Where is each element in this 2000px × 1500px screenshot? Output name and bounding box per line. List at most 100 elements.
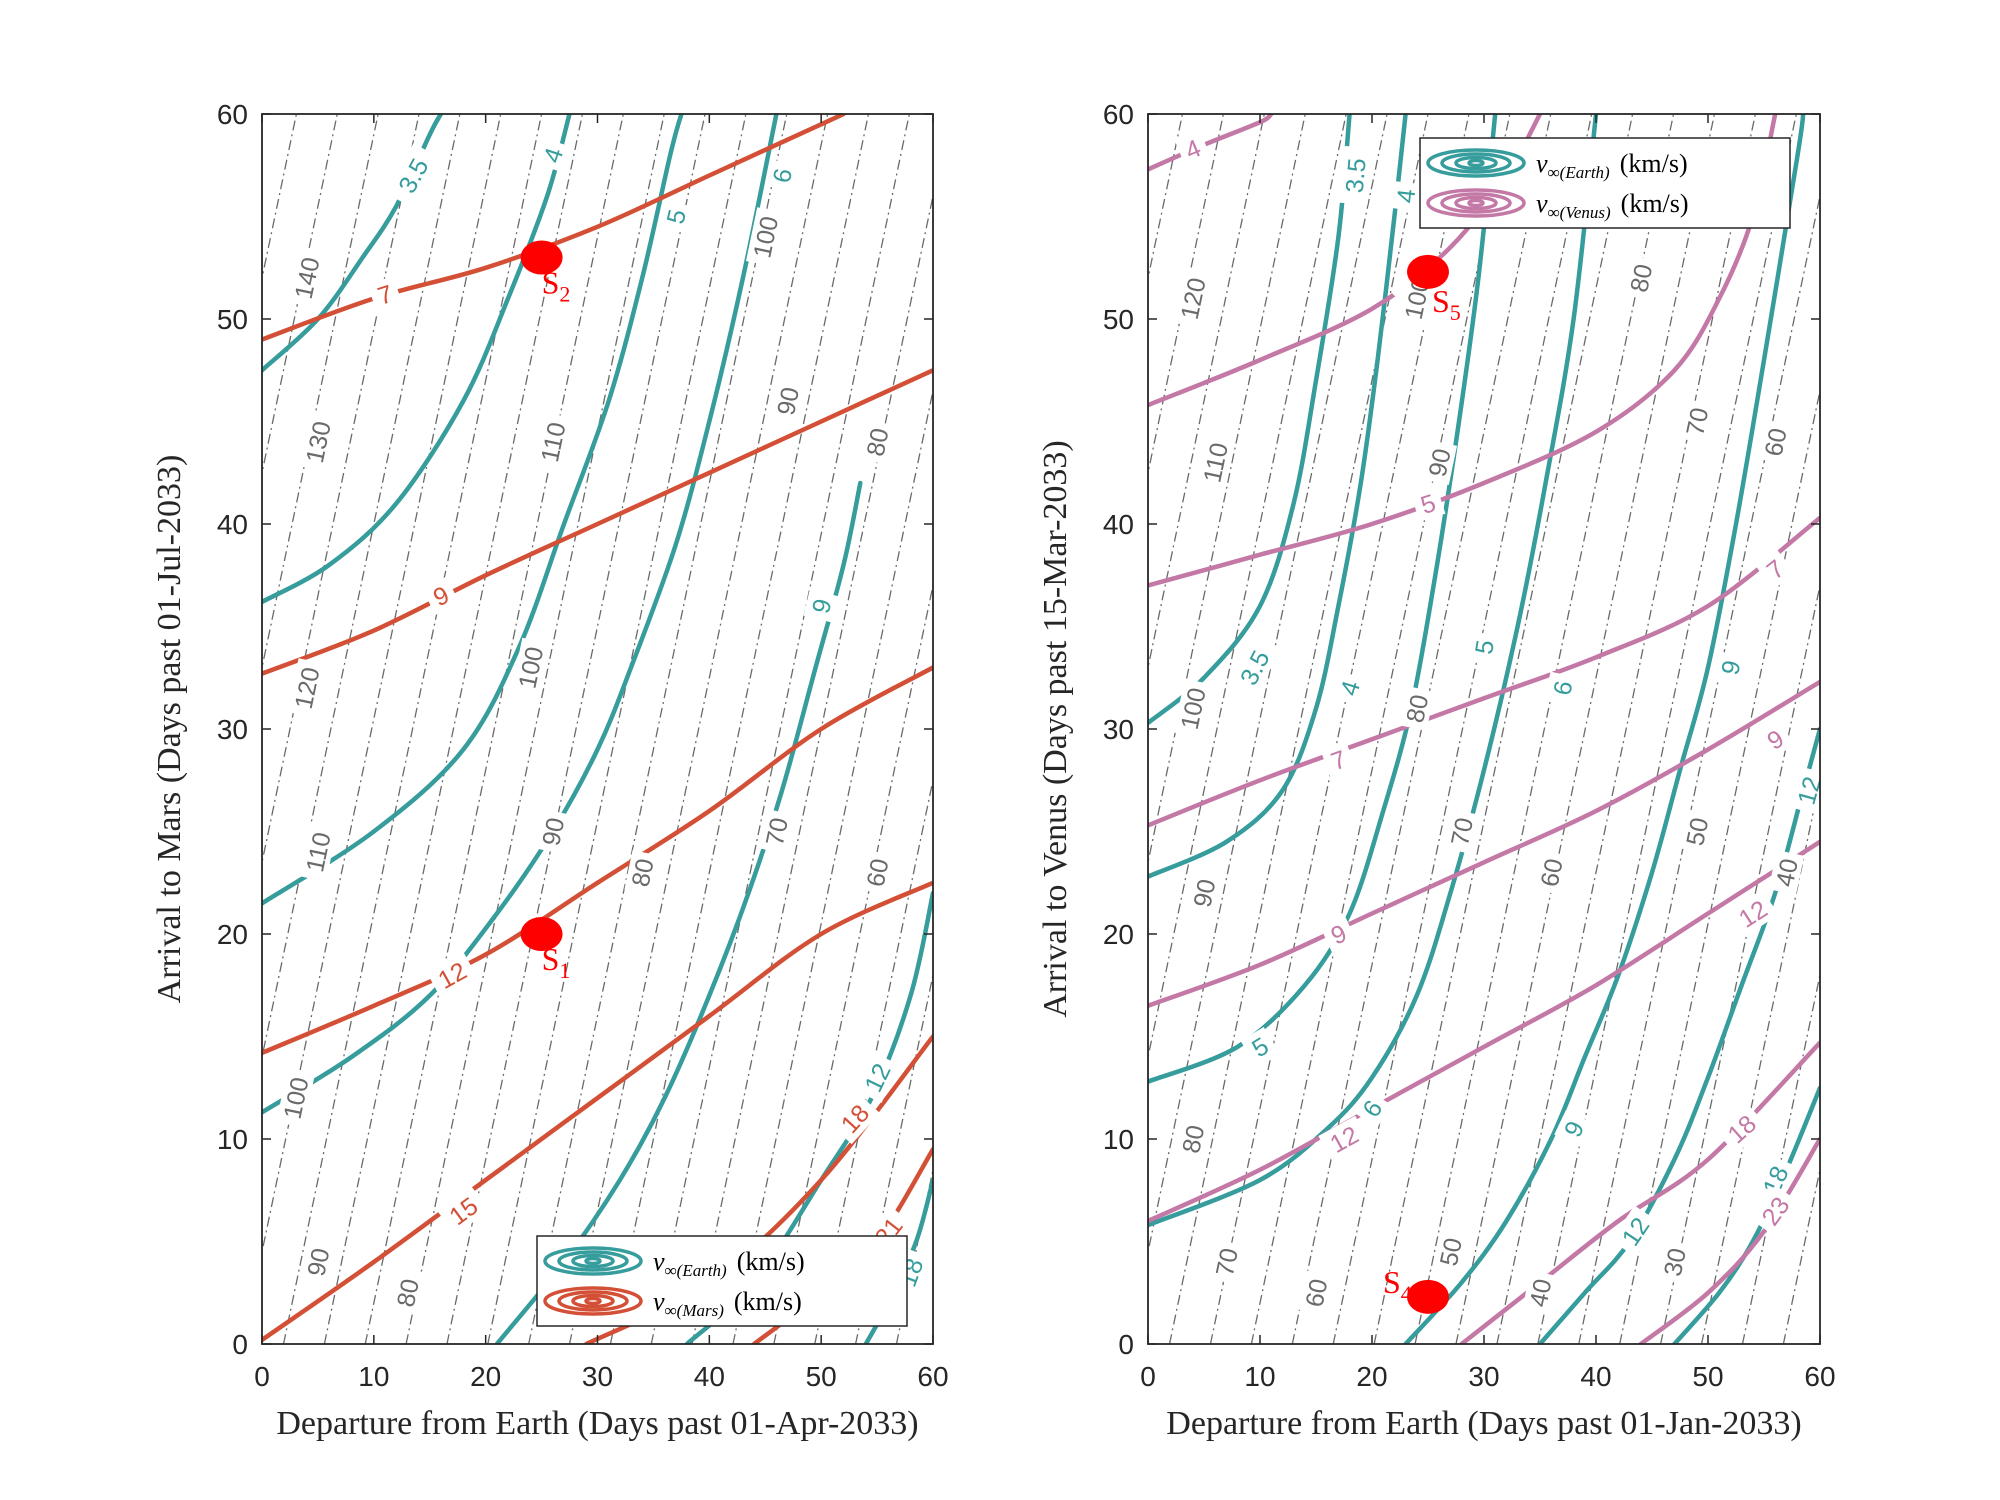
contour-venus-line	[1148, 114, 1274, 172]
x-tick-label: 20	[1356, 1361, 1387, 1392]
tof-label-group: 70	[1208, 1239, 1245, 1285]
y-tick-label: 40	[217, 509, 248, 540]
tof-label-group: 130	[298, 412, 338, 472]
point-label-letter: S	[542, 265, 560, 301]
tof-label-gap	[389, 1270, 426, 1316]
tof-label-gap	[511, 637, 550, 698]
y-tick-label: 50	[217, 304, 248, 335]
tof-label-gap	[533, 412, 573, 472]
legend-unit: (km/s)	[1620, 149, 1688, 178]
contour-label-gap	[1544, 671, 1580, 705]
contour-label-group: 4	[534, 137, 572, 173]
legend-symbol: v	[1536, 149, 1548, 178]
point-label-subscript: 5	[1450, 300, 1461, 325]
x-tick-label: 60	[1804, 1361, 1835, 1392]
legend-icon-ring	[1467, 198, 1485, 208]
legend-subscript: ∞(Earth)	[665, 1261, 728, 1280]
tof-label-gap	[1678, 809, 1715, 854]
tof-label-group: 70	[758, 809, 795, 854]
legend-icon-ring	[543, 1286, 643, 1316]
legend-icon-ring	[1454, 155, 1498, 171]
legend-unit: (km/s)	[1621, 189, 1689, 218]
legend-icon-ring	[571, 1293, 615, 1309]
legend-icon-ring	[1454, 195, 1498, 211]
tof-line	[1619, 387, 1820, 1344]
legend-icon-ring	[1440, 152, 1512, 174]
tof-label-group: 80	[1174, 1116, 1211, 1162]
tof-line	[1148, 114, 1265, 671]
tof-label: 80	[1177, 1123, 1210, 1156]
legend-label-earth: v∞(Earth) (km/s)	[653, 1247, 805, 1280]
y-tick-label: 60	[1103, 99, 1134, 130]
contour-label-group: 7	[367, 275, 403, 313]
tof-lines	[262, 114, 933, 1344]
x-axis-label: Departure from Earth (Days past 01-Apr-2…	[276, 1405, 918, 1442]
contour-label-group: 9	[1755, 719, 1795, 760]
contour-label-gap	[534, 137, 572, 173]
contour-label: 9	[807, 596, 837, 616]
contour-label-gap	[386, 143, 440, 208]
tof-label-gap	[745, 207, 785, 267]
point-label-subscript: 2	[559, 282, 570, 307]
contour-earth-line	[262, 114, 684, 906]
legend-icon-ring	[543, 1246, 643, 1276]
point-label-letter: S	[542, 941, 560, 977]
legend: v∞(Earth) (km/s)v∞(Venus) (km/s)	[1419, 137, 1791, 229]
contour-label-gap	[803, 589, 839, 623]
contour-label-group: 9	[1712, 651, 1749, 684]
tof-label-group: 80	[624, 850, 660, 895]
contour-label-gap	[367, 275, 403, 313]
tof-label-gap	[1173, 678, 1213, 739]
tof-line	[732, 387, 933, 1344]
contour-label-gap	[658, 199, 694, 234]
contour-label-group: 4	[1174, 129, 1212, 168]
x-tick-label: 0	[1140, 1361, 1156, 1392]
contour-label-group: 9	[803, 589, 839, 623]
tof-label-group: 60	[1757, 419, 1794, 465]
point-s4	[1407, 1279, 1449, 1314]
tof-label-group: 60	[1533, 850, 1570, 895]
contour-label-group: 6	[1544, 671, 1580, 705]
contour-label-gap	[764, 159, 800, 192]
tof-label-gap	[624, 850, 660, 895]
tof-label-group: 40	[1768, 850, 1805, 895]
contour-label-gap	[1410, 485, 1446, 522]
contour-label-gap	[854, 1052, 900, 1103]
x-tick-label: 30	[1468, 1361, 1499, 1392]
tof-line	[1455, 114, 1716, 1344]
y-tick-label: 20	[217, 919, 248, 950]
tof-label-group: 70	[1443, 809, 1480, 854]
y-tick-label: 50	[1103, 304, 1134, 335]
tof-label-gap	[1443, 809, 1480, 854]
tof-line	[262, 114, 420, 866]
tof-label-gap	[1174, 1116, 1211, 1162]
legend-icon-ring	[584, 1256, 602, 1266]
legend-icon-ring	[1467, 158, 1485, 168]
tof-label-gap	[1173, 268, 1213, 329]
legend-icon-earth	[1426, 148, 1526, 178]
contour-label-group: 5	[1240, 1026, 1280, 1067]
legend-icon-venus	[1426, 188, 1526, 218]
legend-subscript: ∞(Earth)	[1548, 163, 1611, 182]
tof-label-group: 90	[300, 1239, 336, 1285]
legend-unit: (km/s)	[737, 1247, 805, 1276]
x-tick-label: 10	[358, 1361, 389, 1392]
tof-label-gap	[1208, 1239, 1245, 1285]
contour-label-gap	[1753, 1154, 1798, 1206]
y-tick-label: 20	[1103, 919, 1134, 950]
tof-label-gap	[1432, 1229, 1469, 1275]
legend-icon-ring	[1426, 188, 1526, 218]
x-tick-label: 60	[917, 1361, 948, 1392]
contour-mars-line	[262, 665, 933, 1056]
legend: v∞(Earth) (km/s)v∞(Mars) (km/s)	[536, 1235, 908, 1327]
contour-label: 9	[1716, 658, 1746, 678]
contour-earth-line	[262, 114, 779, 1115]
tof-label-group: 140	[287, 248, 327, 308]
legend-icon-ring	[571, 1253, 615, 1269]
legend-symbol: v	[653, 1247, 665, 1276]
point-label-subscript: 1	[559, 958, 570, 983]
legend-icon-earth	[543, 1246, 643, 1276]
tof-label-group: 40	[1522, 1270, 1558, 1316]
tof-line	[773, 582, 933, 1344]
tof-label-gap	[298, 822, 338, 882]
